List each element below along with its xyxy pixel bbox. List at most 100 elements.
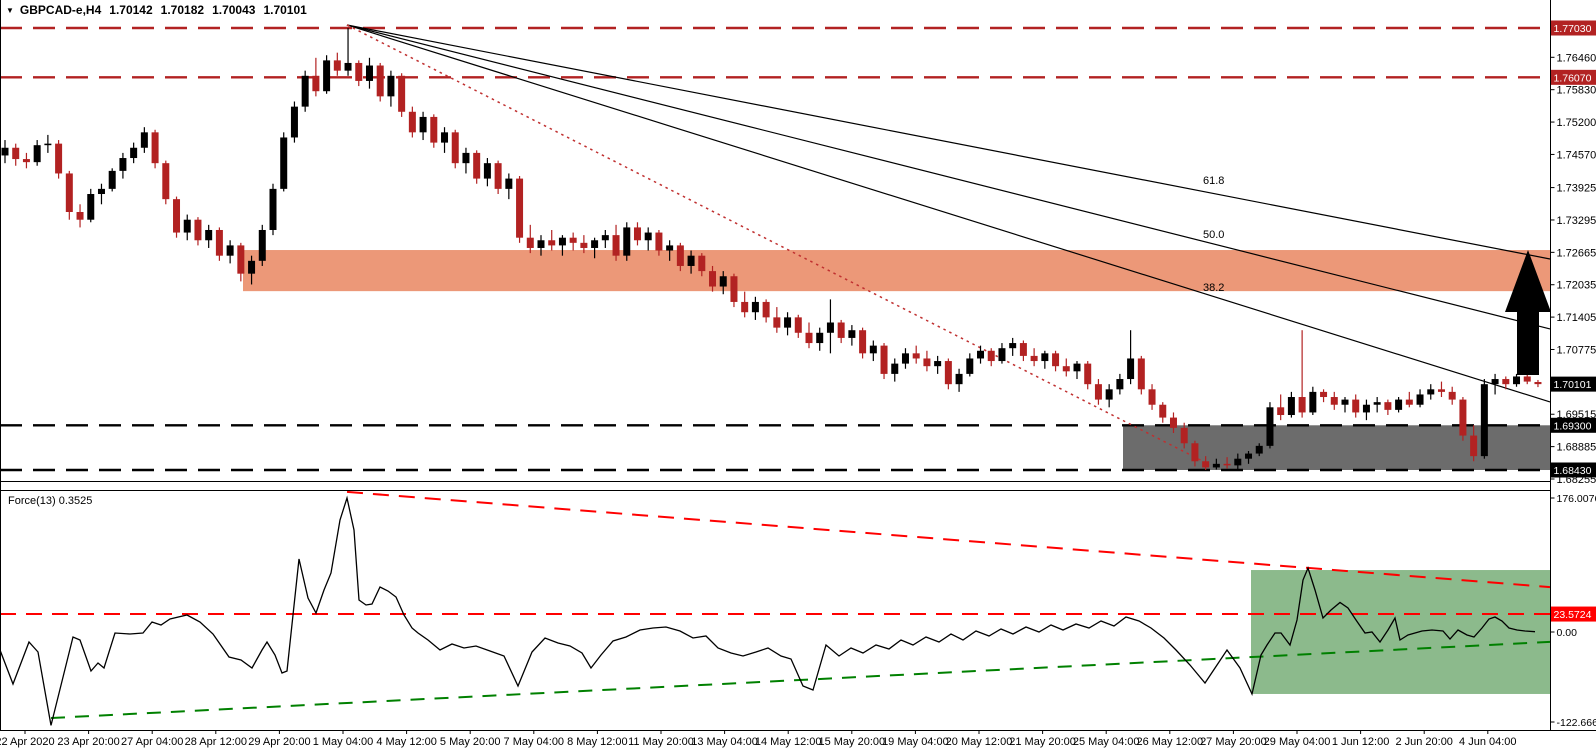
candle-body	[44, 143, 52, 146]
candle-body	[1073, 363, 1081, 372]
fibo-fan-label-38.2: 38.2	[1203, 282, 1224, 294]
candle-body	[494, 163, 502, 189]
candle-body	[1309, 391, 1317, 413]
candle-body	[408, 111, 416, 133]
candle-body	[891, 363, 899, 374]
candle-body	[901, 353, 909, 364]
candle-body	[22, 159, 30, 163]
candle-body	[1062, 366, 1070, 372]
candle-body	[173, 199, 181, 233]
candle-body	[655, 232, 663, 251]
candle-body	[816, 332, 824, 344]
price-badge-label: 1.68430	[1554, 465, 1592, 477]
price-tick-label: 1.75830	[1557, 85, 1596, 97]
time-tick-label: 5 May 20:00	[440, 736, 501, 748]
price-badge	[1551, 376, 1596, 392]
candle-body	[140, 132, 148, 148]
candle-body	[709, 271, 717, 287]
time-tick-label: 15 May 20:00	[818, 736, 885, 748]
time-tick-label: 22 Apr 2020	[0, 736, 55, 748]
candle-body	[912, 353, 920, 359]
symbol-dropdown-icon: ▼	[6, 6, 14, 15]
candle-body	[473, 152, 481, 179]
candle-body	[1437, 389, 1445, 392]
candle-body	[312, 75, 320, 92]
candle-body	[623, 227, 631, 256]
candle-body	[76, 211, 84, 220]
candle-body	[633, 227, 641, 241]
candle-body	[880, 345, 888, 374]
time-tick-label: 4 May 12:00	[376, 736, 437, 748]
candle-body	[1019, 343, 1027, 356]
time-tick-label: 27 Apr 04:00	[121, 736, 183, 748]
candle-body	[1202, 461, 1210, 468]
dotted-trendline	[346, 24, 1211, 466]
indicator-badge-label: 23.5724	[1554, 609, 1592, 621]
price-badge-label: 1.76070	[1554, 72, 1592, 84]
price-badge-label: 1.69300	[1554, 420, 1592, 432]
candle-body	[591, 240, 599, 248]
candle-body	[537, 240, 545, 248]
indicator-green-zone	[1251, 570, 1550, 694]
price-tick-label: 1.74570	[1557, 149, 1596, 161]
candle-body	[1352, 399, 1360, 413]
candle-body	[97, 188, 105, 195]
candle-body	[462, 152, 470, 164]
time-tick-label: 26 May 12:00	[1136, 736, 1203, 748]
candle-body	[1127, 358, 1135, 380]
price-tick-label: 1.72665	[1557, 247, 1596, 259]
indicator-label: Force(13) 0.3525	[8, 495, 92, 507]
candle-body	[944, 361, 952, 385]
candle-body	[837, 322, 845, 338]
ohlc-close: 1.70101	[263, 3, 307, 17]
candle-body	[387, 75, 395, 97]
time-tick-label: 4 Jun 04:00	[1459, 736, 1517, 748]
candle-body	[1159, 404, 1167, 418]
candle-body	[794, 317, 802, 333]
price-badge	[1551, 20, 1596, 36]
candles-layer	[1, 28, 1542, 471]
candle-body	[1105, 389, 1113, 400]
indicator-tick-label: -122.6663	[1557, 717, 1596, 729]
candle-body	[612, 235, 620, 256]
candle-body	[1373, 402, 1381, 405]
time-tick-label: 1 May 04:00	[313, 736, 374, 748]
indicator-tick-label: 0.00	[1557, 627, 1578, 639]
candle-body	[430, 116, 438, 143]
candle-body	[666, 245, 674, 251]
price-tick-label: 1.70775	[1557, 344, 1596, 356]
candle-body	[1395, 399, 1403, 410]
candle-body	[966, 358, 974, 374]
time-tick-label: 8 May 12:00	[567, 736, 628, 748]
candle-body	[248, 260, 256, 274]
candle-body	[419, 116, 427, 133]
chart-title: ▼ GBPCAD-e,H4 1.70142 1.70182 1.70043 1.…	[6, 3, 307, 17]
candle-body	[269, 188, 277, 230]
indicator-badge	[1551, 606, 1596, 622]
time-tick-label: 1 Jun 12:00	[1332, 736, 1390, 748]
time-tick-label: 21 May 20:00	[1009, 736, 1076, 748]
time-tick-label: 13 May 04:00	[691, 736, 758, 748]
candle-body	[215, 229, 223, 256]
candle-body	[65, 173, 73, 212]
candle-body	[1116, 379, 1124, 390]
candle-body	[441, 132, 449, 143]
candle-body	[1416, 394, 1424, 405]
candle-body	[1491, 379, 1499, 385]
time-tick-label: 29 Apr 20:00	[248, 736, 310, 748]
candle-body	[773, 317, 781, 328]
candle-body	[451, 132, 459, 164]
candle-body	[601, 235, 609, 241]
candle-body	[923, 358, 931, 367]
indicator-red-trendline	[346, 490, 1551, 589]
price-tick-label: 1.72035	[1557, 280, 1596, 292]
candle-body	[698, 255, 706, 272]
candle-body	[87, 194, 95, 220]
candle-body	[119, 158, 127, 171]
candle-body	[1470, 435, 1478, 457]
candle-body	[237, 245, 245, 274]
candle-body	[644, 232, 652, 241]
candle-body	[805, 332, 813, 344]
